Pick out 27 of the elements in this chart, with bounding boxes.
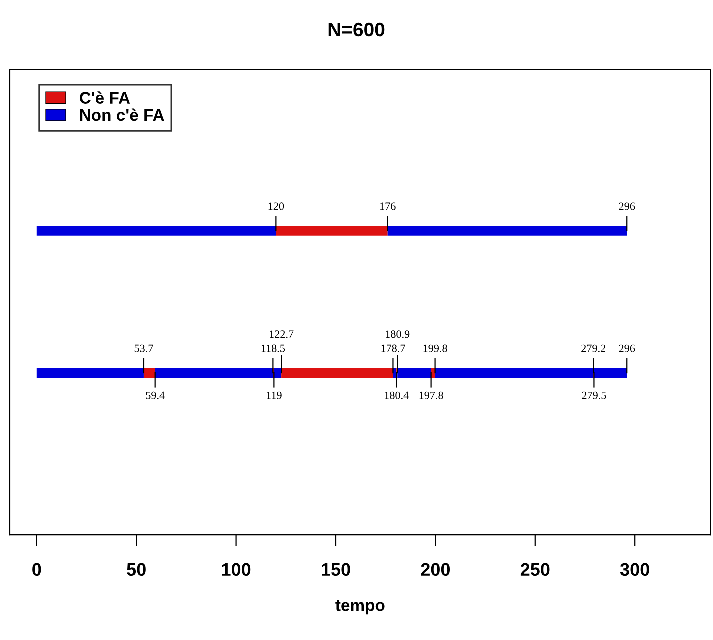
annotation: 180.9 <box>386 330 410 338</box>
x-tick-label: 100 <box>222 563 251 576</box>
annotation: 122.7 <box>270 330 294 338</box>
x-axis-title: tempo <box>336 600 385 615</box>
annotation: 197.8 <box>420 392 444 400</box>
x-tick-label: 0 <box>32 563 42 576</box>
x-tick-label: 300 <box>620 563 650 576</box>
annotation: 178.7 <box>382 344 406 352</box>
annotation: 296 <box>619 202 636 210</box>
chart-title: N=600 <box>328 22 385 37</box>
legend-label: Non c'è FA <box>80 108 164 122</box>
annotation: 199.8 <box>424 344 448 352</box>
legend-label: C'è FA <box>80 92 130 104</box>
annotation: 119 <box>267 392 282 400</box>
annotation: 279.5 <box>582 392 606 400</box>
annotation: 180.4 <box>385 392 409 400</box>
x-tick-label: 250 <box>520 563 550 576</box>
annotation: 53.7 <box>134 344 154 352</box>
x-tick-label: 50 <box>127 563 146 576</box>
annotation: 176 <box>380 202 396 210</box>
x-tick-label: 200 <box>421 563 450 576</box>
annotation: 279.2 <box>582 344 606 352</box>
annotation: 120 <box>268 202 284 210</box>
annotation: 296 <box>619 344 636 352</box>
annotation: 59.4 <box>146 392 165 400</box>
annotation: 118.5 <box>262 344 286 352</box>
x-tick-label: 150 <box>322 563 350 576</box>
